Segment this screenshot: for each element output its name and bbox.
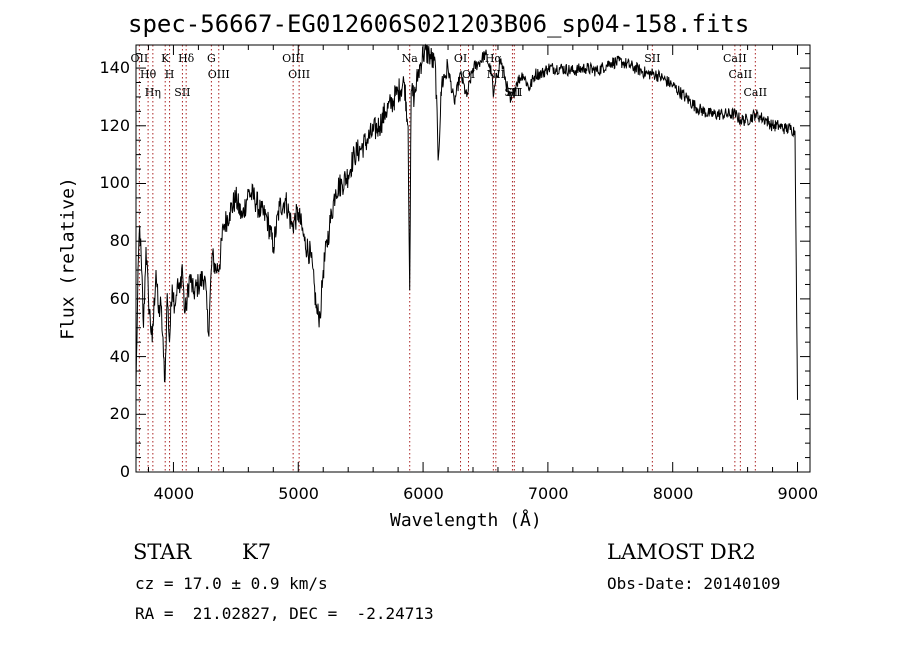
emission-line-label: OIII <box>207 68 230 81</box>
emission-line-label: SII <box>174 86 191 99</box>
y-tick-label: 60 <box>109 288 130 308</box>
axis-ticks <box>136 45 810 473</box>
y-tick-label: 40 <box>109 346 130 366</box>
emission-line-label: OIII <box>288 68 311 81</box>
emission-line-label: Na <box>401 52 418 65</box>
survey-name: LAMOST DR2 <box>607 540 756 564</box>
emission-line-label: OI <box>461 68 476 81</box>
emission-line-label: H <box>164 68 175 81</box>
y-tick-label: 0 <box>119 462 130 481</box>
emission-line-label: Hα <box>484 52 502 65</box>
spectrum-line <box>135 43 798 400</box>
emission-line-label: CaII <box>728 68 753 81</box>
emission-line-markers <box>138 45 756 472</box>
y-tick-label: 120 <box>99 115 130 135</box>
emission-line-label: OIII <box>282 52 305 65</box>
sky-coordinates: RA = 21.02827, DEC = -2.24713 <box>135 604 434 623</box>
emission-line-label: SII <box>504 86 521 99</box>
x-tick-label: 5000 <box>278 484 319 503</box>
emission-line-label: SII <box>506 86 523 99</box>
x-tick-label: 7000 <box>527 484 569 503</box>
plot-title: spec-56667-EG012606S021203B06_sp04-158.f… <box>128 10 750 38</box>
x-tick-label: 6000 <box>403 484 444 503</box>
y-tick-label: 20 <box>109 404 130 424</box>
emission-line-label: OII <box>130 52 149 65</box>
redshift-value: cz = 17.0 ± 0.9 km/s <box>135 574 328 593</box>
emission-line-label: OI <box>453 52 468 65</box>
spectrum-series <box>135 43 798 400</box>
emission-line-label: SII <box>644 52 661 65</box>
observation-date: Obs-Date: 20140109 <box>607 574 781 593</box>
x-tick-label: 4000 <box>153 484 195 503</box>
emission-line-label: Hθ <box>139 68 157 81</box>
emission-line-label: NII <box>486 68 505 81</box>
x-tick-label: 8000 <box>652 484 694 503</box>
emission-line-label: Hη <box>144 86 161 99</box>
y-axis-label: Flux (relative) <box>57 177 79 340</box>
x-tick-label: 9000 <box>777 484 819 503</box>
emission-line-label: Hδ <box>178 52 195 65</box>
y-tick-label: 140 <box>99 58 130 78</box>
y-tick-label: 100 <box>99 173 130 193</box>
emission-line-label: CaII <box>723 52 747 65</box>
object-class: STAR <box>133 540 192 564</box>
emission-line-label: CaII <box>743 86 768 99</box>
plot-frame <box>135 44 811 473</box>
object-subclass: K7 <box>242 540 272 564</box>
y-tick-label: 80 <box>109 231 130 251</box>
emission-line-label: G <box>206 52 216 65</box>
x-axis-label: Wavelength (Å) <box>390 510 542 531</box>
emission-line-label: K <box>161 52 170 65</box>
